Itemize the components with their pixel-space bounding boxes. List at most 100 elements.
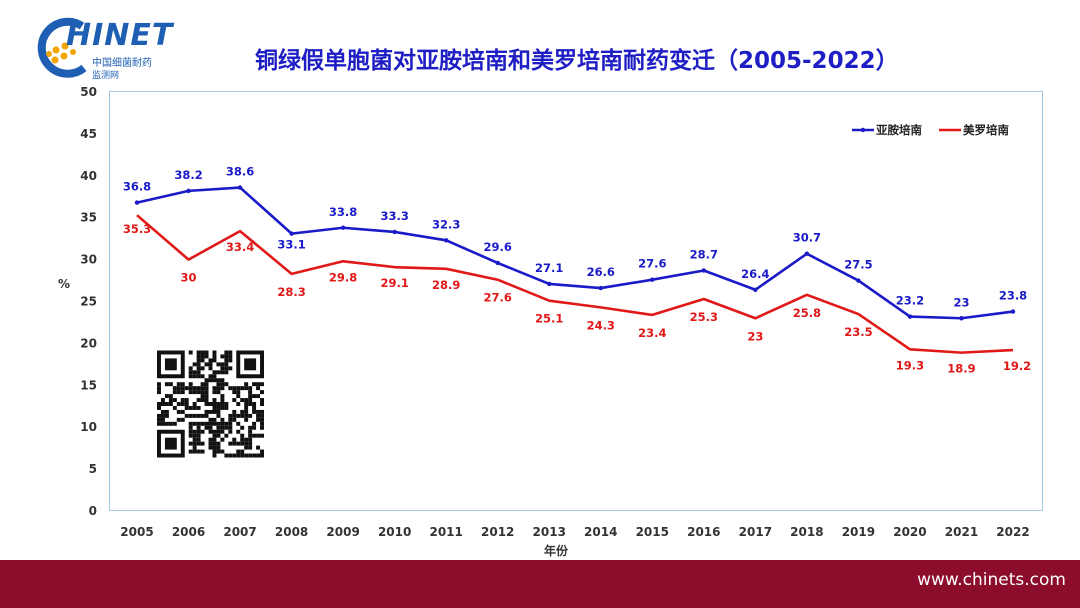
data-label: 28.9 <box>432 278 460 292</box>
data-label: 29.6 <box>484 240 512 254</box>
data-label: 23.5 <box>844 325 872 339</box>
data-label: 23.2 <box>896 294 924 308</box>
chinet-logo: HINET 中国细菌耐药 监测网 <box>34 16 194 81</box>
data-label: 19.2 <box>1003 359 1031 373</box>
data-point <box>856 278 861 283</box>
data-label: 25.3 <box>690 310 718 324</box>
data-point <box>650 277 655 282</box>
data-point <box>237 185 243 190</box>
y-axis-title: % <box>58 277 70 291</box>
y-tick-label: 20 <box>80 336 97 350</box>
y-tick-label: 40 <box>80 169 97 183</box>
data-point <box>804 251 810 256</box>
footer-bar: www.chinets.com <box>0 560 1080 608</box>
x-tick-label: 2021 <box>945 525 978 539</box>
x-tick-label: 2014 <box>584 525 617 539</box>
series-line <box>136 214 1014 354</box>
logo-subtitle: 中国细菌耐药 <box>92 58 152 69</box>
data-label: 32.3 <box>432 217 460 231</box>
x-tick-label: 2020 <box>893 525 926 539</box>
data-label: 27.5 <box>844 258 872 272</box>
y-tick-label: 50 <box>80 85 97 99</box>
x-tick-label: 2005 <box>120 525 153 539</box>
data-label: 23 <box>747 329 763 343</box>
data-point <box>495 260 500 266</box>
data-label: 25.8 <box>793 306 821 320</box>
data-label: 29.1 <box>380 276 408 290</box>
data-label: 33.8 <box>329 205 357 219</box>
plot-area-border <box>109 91 1043 511</box>
logo-wordmark: HINET <box>66 18 174 53</box>
line-chart: 0 5 10 15 20 25 30 35 40 45 50% 2005 2006 2007 2008 200… <box>58 85 1031 558</box>
data-label: 28.3 <box>277 285 305 299</box>
x-tick-label: 2009 <box>326 525 359 539</box>
legend-label: 亚胺培南 <box>876 123 922 137</box>
data-label: 33.4 <box>226 240 254 254</box>
data-label: 36.8 <box>123 180 151 194</box>
data-label: 28.7 <box>690 247 718 261</box>
data-label: 27.6 <box>638 257 666 271</box>
data-point <box>134 200 140 205</box>
x-tick-label: 2008 <box>275 525 308 539</box>
chart-title: 铜绿假单胞菌对亚胺培南和美罗培南耐药变迁（2005-2022） <box>255 48 899 74</box>
data-label: 33.3 <box>380 209 408 223</box>
data-point <box>443 238 449 243</box>
y-tick-label: 30 <box>80 253 97 267</box>
x-tick-label: 2007 <box>223 525 256 539</box>
data-label: 18.9 <box>947 362 975 376</box>
data-point <box>340 225 346 230</box>
data-label: 19.3 <box>896 358 924 372</box>
series-line <box>136 186 1014 320</box>
website-link[interactable]: www.chinets.com <box>917 570 1066 590</box>
logo-emblem-icon <box>37 17 87 78</box>
data-label: 35.3 <box>123 222 151 236</box>
y-tick-label: 35 <box>80 211 97 225</box>
data-label: 26.4 <box>741 267 769 281</box>
data-label: 23.4 <box>638 326 666 340</box>
y-tick-label: 25 <box>80 295 97 309</box>
qr-code <box>157 350 264 458</box>
data-point <box>186 188 191 194</box>
data-point <box>1010 309 1016 314</box>
x-tick-label: 2018 <box>790 525 823 539</box>
data-point <box>392 229 397 235</box>
data-label: 30.7 <box>793 231 821 245</box>
logo-subtitle-2: 监测网 <box>92 71 120 81</box>
data-label: 23.8 <box>999 289 1027 303</box>
data-point <box>907 314 913 319</box>
data-point <box>959 316 964 321</box>
legend-label: 美罗培南 <box>963 123 1009 137</box>
data-label: 29.8 <box>329 270 357 284</box>
x-tick-label: 2006 <box>172 525 205 539</box>
data-point <box>547 281 552 287</box>
y-tick-label: 0 <box>89 504 97 518</box>
data-label: 33.1 <box>277 238 305 252</box>
data-label: 27.1 <box>535 261 563 275</box>
x-tick-label: 2010 <box>378 525 411 539</box>
x-tick-label: 2011 <box>429 525 462 539</box>
y-tick-label: 5 <box>89 462 97 476</box>
data-label: 30 <box>181 271 197 285</box>
y-tick-label: 10 <box>80 420 97 434</box>
x-tick-label: 2017 <box>739 525 772 539</box>
data-label: 24.3 <box>587 318 615 332</box>
y-tick-label: 15 <box>80 378 97 392</box>
data-label: 25.1 <box>535 312 563 326</box>
y-tick-label: 45 <box>80 127 97 141</box>
data-label: 27.6 <box>484 291 512 305</box>
x-axis-title: 年份 <box>544 543 569 558</box>
x-tick-label: 2022 <box>996 525 1029 539</box>
x-tick-label: 2016 <box>687 525 720 539</box>
x-tick-label: 2013 <box>533 525 566 539</box>
data-label: 26.6 <box>587 265 615 279</box>
data-point <box>753 287 758 292</box>
x-tick-label: 2019 <box>842 525 875 539</box>
data-label: 38.2 <box>174 168 202 182</box>
data-label: 23 <box>953 295 969 309</box>
x-tick-label: 2015 <box>636 525 669 539</box>
data-label: 38.6 <box>226 165 254 179</box>
x-tick-label: 2012 <box>481 525 514 539</box>
legend-marker <box>860 127 866 133</box>
data-point <box>289 231 294 236</box>
data-point <box>598 285 603 291</box>
